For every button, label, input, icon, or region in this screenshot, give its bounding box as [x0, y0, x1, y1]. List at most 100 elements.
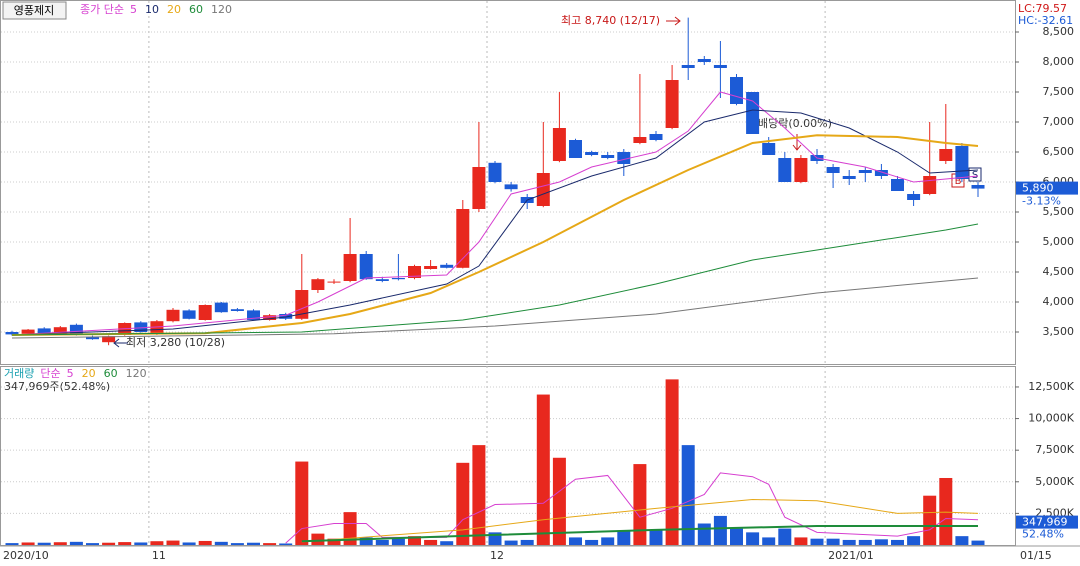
candle-body	[86, 336, 99, 340]
volume-bar	[907, 536, 921, 545]
y-tick-label: 5,500	[1043, 205, 1075, 218]
candle-body	[730, 77, 743, 104]
candle-body	[665, 80, 679, 128]
candle-body	[53, 327, 67, 334]
candle-body	[746, 92, 760, 134]
volume-bar	[230, 543, 244, 545]
candle-body	[440, 264, 454, 268]
candle-body	[134, 322, 148, 332]
volume-bar	[198, 540, 212, 545]
candle-body	[826, 167, 840, 173]
volume-bar	[327, 538, 341, 545]
volume-bar	[150, 541, 164, 545]
last-price: 5,890	[1022, 182, 1054, 195]
volume-bar	[5, 543, 19, 545]
volume-bar	[874, 539, 888, 545]
sell-signal: S	[972, 170, 978, 181]
volume-bar	[440, 541, 454, 545]
volume-bar	[891, 539, 904, 545]
y-tick-label: 10,000K	[1028, 412, 1074, 425]
legend-entry: 60	[189, 3, 203, 16]
ma-line	[301, 498, 979, 543]
last-change: -3.13%	[1022, 195, 1061, 208]
candle-body	[891, 179, 904, 191]
y-tick-label: 7,500K	[1035, 443, 1074, 456]
candle-body	[456, 209, 470, 268]
candle-body	[295, 290, 309, 319]
volume-bar	[617, 531, 631, 545]
ex-dividend-annotation: 배당락(0.00%)	[758, 117, 832, 130]
volume-bar	[552, 457, 566, 545]
volume-bar	[134, 542, 148, 545]
last-volume: 347,969	[1022, 516, 1068, 529]
candle-body	[198, 305, 212, 320]
candle-body	[102, 336, 116, 343]
candle-body	[649, 134, 663, 140]
ma-line	[11, 134, 979, 336]
volume-bar	[166, 540, 180, 545]
candle-body	[842, 176, 856, 179]
low-annotation: 최저 3,280 (10/28)	[126, 336, 225, 349]
volume-bar	[102, 542, 116, 545]
candle-body	[762, 143, 776, 155]
candle-body	[778, 158, 792, 182]
volume-bar	[762, 537, 776, 545]
current-date: 01/15	[1020, 549, 1052, 562]
y-tick-label: 4,500	[1043, 265, 1075, 278]
last-volume-box	[1016, 515, 1078, 529]
candle-body	[488, 162, 502, 182]
volume-summary: 347,969주(52.48%)	[4, 380, 110, 393]
volume-bar	[955, 536, 969, 545]
legend-title: 거래량	[4, 367, 34, 380]
y-tick-label: 5,000K	[1035, 475, 1074, 488]
y-tick-label: 8,000	[1043, 55, 1075, 68]
volume-bar	[794, 537, 808, 545]
candle-body	[69, 324, 83, 335]
x-tick-label: 12	[490, 549, 504, 562]
x-tick-label: 11	[152, 549, 166, 562]
candle-body	[681, 65, 695, 68]
y-tick-label: 5,000	[1043, 235, 1075, 248]
volume-bar	[697, 523, 711, 545]
candle-body	[569, 140, 582, 158]
volume-bar	[633, 464, 647, 545]
volume-bar	[810, 538, 824, 545]
candle-body	[150, 321, 164, 335]
candle-body	[263, 315, 277, 320]
candle-body	[939, 149, 953, 161]
volume-bar	[391, 538, 405, 545]
legend-entry: 5	[67, 367, 74, 380]
legend-entry: 120	[211, 3, 232, 16]
candle-body	[794, 158, 808, 182]
ma-line	[285, 472, 979, 544]
lc: LC:79.57	[1018, 2, 1067, 15]
volume-bar	[279, 543, 293, 545]
candle-body	[601, 155, 615, 158]
volume-bar	[649, 529, 663, 545]
y-tick-label: 8,500	[1043, 25, 1075, 38]
volume-bar	[569, 537, 582, 545]
symbol-box[interactable]	[2, 1, 67, 20]
volume-bar	[923, 495, 937, 545]
candle-body	[408, 266, 421, 278]
y-tick-label: 6,500	[1043, 145, 1075, 158]
candle-body	[391, 278, 405, 280]
volume-bar	[842, 539, 856, 545]
candle-body	[713, 65, 727, 68]
candle-body	[166, 309, 180, 322]
legend-entry: 60	[104, 367, 118, 380]
ma-line	[11, 277, 979, 339]
candle-body	[633, 137, 647, 143]
volume-bar	[359, 537, 373, 545]
ma-line	[11, 223, 979, 336]
volume-bar	[247, 542, 260, 545]
candle-body	[230, 309, 244, 311]
legend-label: 단순	[40, 367, 60, 380]
ma-line	[301, 525, 978, 543]
y-tick-label: 7,000	[1043, 115, 1075, 128]
candle-body	[359, 254, 373, 280]
low-arrow	[113, 338, 128, 348]
volume-bar	[939, 477, 953, 545]
volume-bar	[601, 537, 615, 545]
